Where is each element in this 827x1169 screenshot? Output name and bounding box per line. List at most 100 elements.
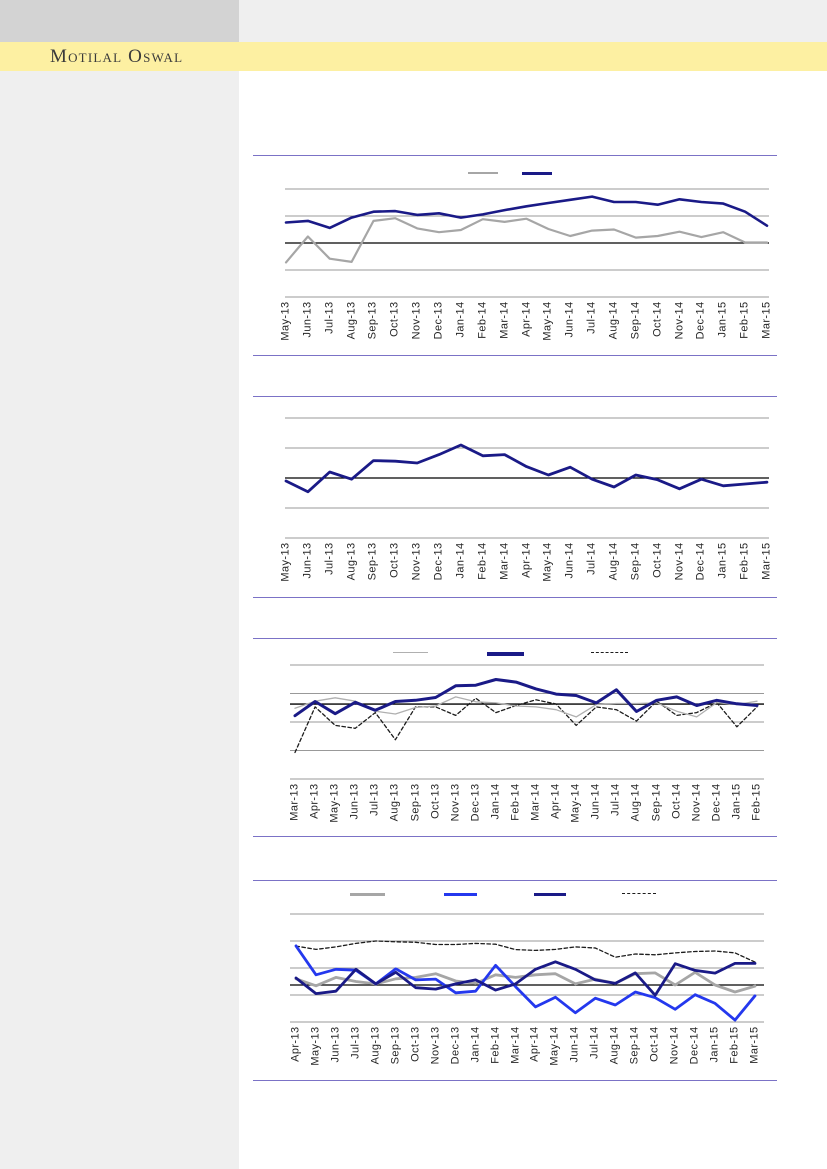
x-axis-label: Oct-14 (651, 542, 664, 578)
x-axis-label: Dec-13 (469, 783, 482, 822)
chart-2-plot (284, 417, 769, 539)
legend-swatch-series-dashed (591, 652, 628, 653)
x-axis-label: May-13 (328, 783, 341, 823)
x-axis-label: May-14 (541, 301, 554, 341)
x-axis-label: Jun-14 (589, 783, 602, 820)
x-axis-label: Jun-13 (301, 301, 314, 338)
x-axis-label: Nov-13 (449, 783, 462, 822)
x-axis-label: Mar-15 (748, 1026, 761, 1064)
x-axis-label: Apr-13 (289, 1026, 302, 1062)
x-axis-label: Jan-14 (469, 1026, 482, 1063)
x-axis-label: Aug-14 (607, 542, 620, 581)
x-axis-label: Feb-14 (476, 542, 489, 580)
x-axis-label: Dec-14 (688, 1026, 701, 1065)
x-axis-label: Jan-14 (489, 783, 502, 820)
legend-swatch-series-gray (393, 652, 428, 653)
x-axis-label: Oct-14 (670, 783, 683, 819)
legend-swatch-series-navy (522, 172, 552, 175)
series-dashed-line (295, 940, 756, 963)
brand-bar: Motilal Oswal (0, 42, 827, 71)
x-axis-label: Nov-13 (410, 301, 423, 340)
x-axis-label: May-13 (309, 1026, 322, 1066)
x-axis-label: Aug-14 (608, 1026, 621, 1065)
x-axis-label: Mar-15 (760, 542, 773, 580)
x-axis-label: Jan-14 (454, 301, 467, 338)
x-axis-label: Sep-13 (389, 1026, 402, 1065)
x-axis-label: Dec-14 (710, 783, 723, 822)
x-axis-label: Mar-14 (498, 542, 511, 580)
x-axis-label: Aug-14 (607, 301, 620, 340)
x-axis-label: Jul-14 (588, 1026, 601, 1059)
x-axis-label: Oct-13 (409, 1026, 422, 1062)
x-axis-label: May-14 (541, 542, 554, 582)
x-axis-label: May-13 (279, 542, 292, 582)
x-axis-label: Jun-14 (568, 1026, 581, 1063)
x-axis-label: Mar-13 (288, 783, 301, 821)
series-navy-line (284, 443, 769, 494)
x-axis-label: Aug-14 (629, 783, 642, 822)
x-axis-label: Oct-13 (388, 301, 401, 337)
x-axis-label: Nov-14 (673, 301, 686, 340)
x-axis-label: Oct-13 (429, 783, 442, 819)
x-axis-label: Oct-14 (651, 301, 664, 337)
x-axis-label: Nov-14 (668, 1026, 681, 1065)
x-axis-label: Jun-14 (563, 542, 576, 579)
chart-1-plot (284, 188, 769, 298)
series-navy-line (293, 678, 759, 718)
x-axis-label: May-14 (569, 783, 582, 823)
x-axis-label: Jan-15 (730, 783, 743, 820)
x-axis-label: Jun-13 (301, 542, 314, 579)
x-axis-label: Sep-13 (366, 301, 379, 340)
x-axis-label: Jan-14 (454, 542, 467, 579)
legend-swatch-series-gray (350, 893, 385, 896)
x-axis-label: Apr-14 (549, 783, 562, 819)
x-axis-label: Feb-14 (489, 1026, 502, 1064)
x-axis-label: Aug-13 (345, 542, 358, 581)
x-axis-label: Sep-14 (650, 783, 663, 822)
legend-swatch-series-navy (534, 893, 566, 896)
x-axis-label: Aug-13 (388, 783, 401, 822)
x-axis-label: Dec-13 (449, 1026, 462, 1065)
x-axis-label: Feb-15 (728, 1026, 741, 1064)
x-axis-label: Oct-14 (648, 1026, 661, 1062)
x-axis-label: Apr-13 (308, 783, 321, 819)
x-axis-label: Jun-13 (329, 1026, 342, 1063)
chart-2: May-13 Jun-13 Jul-13 Aug-13 Sep-13 Oct-13 Nov-… (253, 396, 777, 598)
x-axis-label: Sep-13 (366, 542, 379, 581)
x-axis-label: Apr-14 (520, 542, 532, 578)
x-axis-label: Nov-13 (429, 1026, 442, 1065)
legend-swatch-series-dashed (622, 893, 656, 894)
x-axis-label: May-13 (279, 301, 292, 341)
x-axis-label: Jul-14 (609, 783, 622, 816)
header-left-block (0, 0, 239, 42)
x-axis-label: Nov-13 (410, 542, 423, 581)
x-axis-label: Jul-13 (323, 301, 336, 334)
x-axis-label: Apr-14 (528, 1026, 541, 1062)
x-axis-label: May-14 (548, 1026, 561, 1066)
x-axis-label: Jun-13 (348, 783, 361, 820)
x-axis-label: Jul-14 (585, 301, 598, 334)
x-axis-label: Feb-15 (738, 301, 751, 339)
legend-swatch-series-gray (468, 172, 498, 174)
chart-1: May-13 Jun-13 Jul-13 Aug-13 Sep-13 Oct-13 Nov-… (253, 155, 777, 356)
x-axis-label: Sep-14 (629, 301, 642, 340)
x-axis-label: Feb-15 (750, 783, 763, 821)
x-axis-label: Jan-15 (708, 1026, 721, 1063)
series-gray-line (284, 217, 769, 264)
x-axis-label: Jul-13 (368, 783, 381, 816)
x-axis-label: Aug-13 (369, 1026, 382, 1065)
x-axis-label: Feb-14 (476, 301, 489, 339)
x-axis-label: Oct-13 (388, 542, 401, 578)
x-axis-label: Mar-14 (498, 301, 511, 339)
legend-swatch-series-blue (444, 893, 477, 896)
x-axis-label: Feb-15 (738, 542, 751, 580)
x-axis-label: Mar-15 (760, 301, 773, 339)
x-axis-label: Dec-13 (432, 542, 445, 581)
series-navy-line (294, 960, 757, 997)
x-axis-label: Jan-15 (716, 542, 729, 579)
chart-4-plot (290, 913, 764, 1023)
sidebar (0, 71, 239, 1169)
x-axis-label: Jul-13 (349, 1026, 362, 1059)
brand-text: Motilal Oswal (50, 46, 184, 67)
